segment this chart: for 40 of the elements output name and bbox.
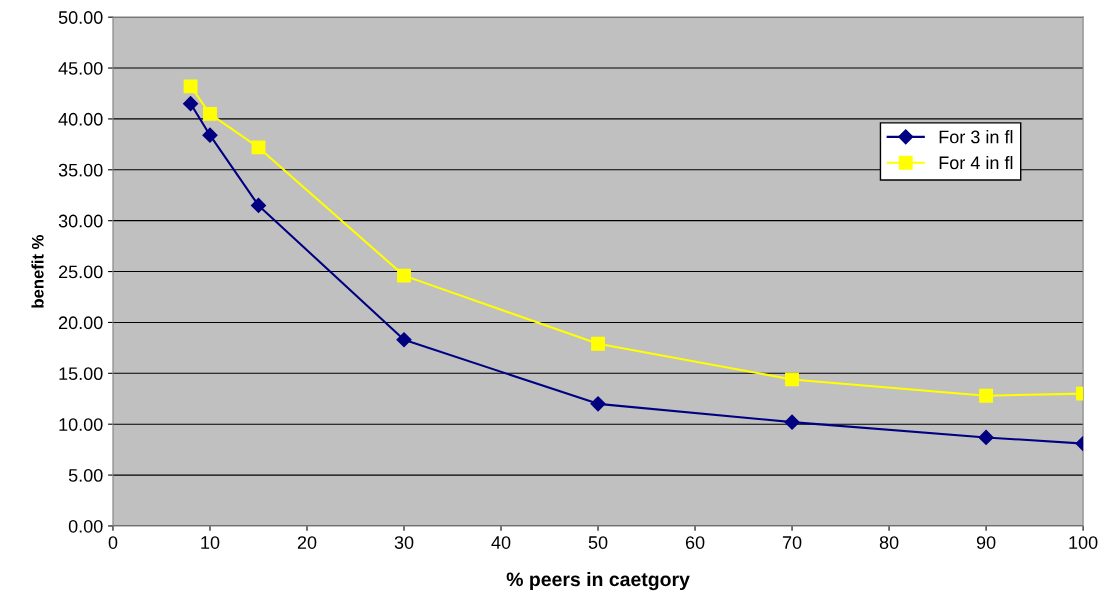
y-tick-label: 0.00 — [68, 519, 103, 533]
x-tick-label: 60 — [685, 536, 705, 549]
y-tick-label: 5.00 — [68, 469, 103, 482]
y-tick-label: 30.00 — [58, 214, 103, 228]
point — [785, 372, 800, 387]
x-tick-label: 50 — [588, 536, 608, 549]
x-tick-label: 70 — [782, 536, 802, 549]
y-tick-label: 10.00 — [59, 418, 103, 431]
point — [183, 96, 199, 112]
x-tick-label: 10 — [201, 536, 220, 549]
point — [250, 197, 267, 213]
y-tick-label: 20.00 — [58, 316, 103, 330]
point — [979, 388, 994, 403]
x-axis-title: % peers in caetgory — [506, 571, 690, 591]
y-tick-label: 45.00 — [58, 61, 103, 75]
point — [978, 429, 994, 445]
point — [590, 396, 606, 412]
y-tick-label: 40.00 — [58, 112, 103, 126]
y-tick-label: 15.00 — [59, 367, 103, 381]
x-tick-label: 90 — [976, 536, 996, 549]
x-tick-label: 40 — [491, 536, 511, 549]
y-axis-title: benefit % — [31, 234, 44, 308]
legend-label: For 3 in fl — [939, 130, 1013, 144]
x-tick-label: 20 — [297, 536, 317, 549]
y-tick-label: 50.00 — [58, 11, 103, 24]
point — [202, 127, 218, 143]
point — [591, 336, 605, 351]
point — [203, 106, 217, 121]
x-tick-label: 100 — [1069, 536, 1098, 549]
x-tick-label: 80 — [879, 536, 899, 549]
point — [784, 414, 800, 430]
y-tick-label: 25.00 — [58, 265, 103, 279]
legend-label: For 4 in fl — [939, 155, 1013, 170]
x-tick-label: 0 — [108, 536, 118, 549]
point — [251, 140, 266, 155]
point — [397, 268, 411, 283]
y-tick-label: 35.00 — [58, 163, 103, 177]
point — [183, 79, 198, 94]
x-tick-label: 30 — [394, 536, 414, 549]
point — [396, 332, 412, 348]
